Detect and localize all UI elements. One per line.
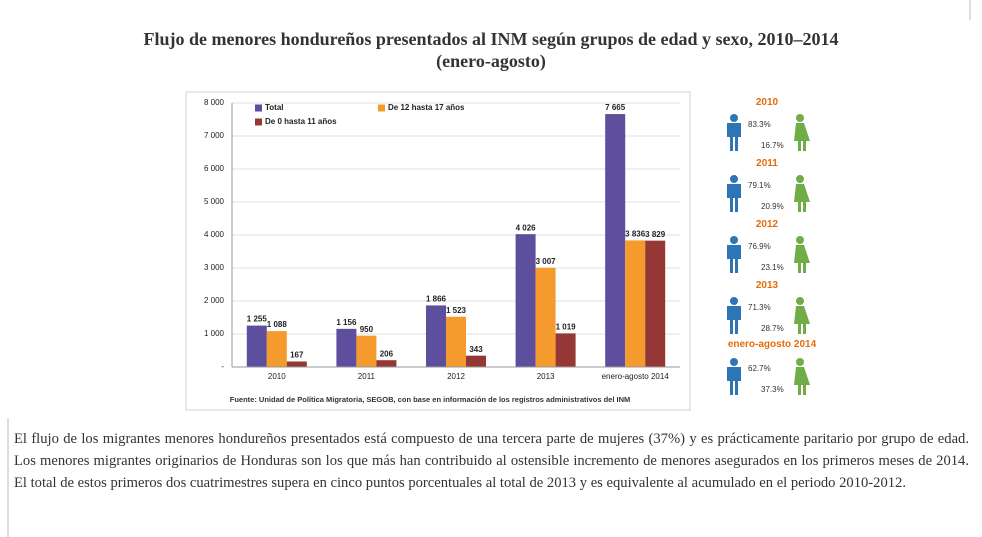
year-label: 2011 bbox=[756, 158, 778, 169]
year-label: 2010 bbox=[755, 97, 779, 108]
legend-swatch bbox=[378, 104, 385, 112]
male-icon bbox=[730, 236, 738, 244]
female-pct: 37.3% bbox=[761, 385, 784, 394]
value-label: 950 bbox=[360, 325, 374, 334]
male-icon bbox=[730, 114, 738, 122]
female-icon bbox=[796, 358, 804, 366]
legend-swatch bbox=[255, 104, 262, 112]
male-pct: 83.3% bbox=[748, 120, 771, 129]
bar bbox=[286, 361, 307, 367]
female-icon bbox=[796, 175, 804, 183]
bar bbox=[446, 316, 466, 367]
y-tick-label: 6 000 bbox=[204, 164, 225, 173]
value-label: 343 bbox=[469, 345, 483, 354]
bar bbox=[625, 240, 646, 367]
year-label: enero-agosto 2014 bbox=[727, 339, 817, 350]
female-icon bbox=[794, 184, 810, 212]
female-icon bbox=[796, 114, 804, 122]
bar bbox=[336, 328, 357, 367]
chart-title: Flujo de menores hondureños presentados … bbox=[143, 29, 839, 71]
x-tick-label: 2010 bbox=[268, 372, 286, 381]
y-tick-label: 3 000 bbox=[204, 263, 225, 272]
value-label: 7 665 bbox=[605, 103, 626, 112]
value-label: 3 836 bbox=[625, 230, 646, 239]
male-pct: 62.7% bbox=[748, 364, 771, 373]
legend-label: De 0 hasta 11 años bbox=[265, 117, 337, 126]
source: Fuente: Unidad de Política Migratoria, S… bbox=[230, 395, 631, 404]
value-label: 1 523 bbox=[446, 306, 467, 315]
value-label: 3 007 bbox=[536, 257, 557, 266]
bar bbox=[515, 234, 536, 367]
value-label: 206 bbox=[380, 349, 394, 358]
value-label: 167 bbox=[290, 351, 304, 360]
y-tick-label: 7 000 bbox=[204, 131, 225, 140]
bar bbox=[356, 335, 377, 367]
female-icon bbox=[794, 306, 810, 334]
female-pct: 16.7% bbox=[761, 141, 784, 150]
female-icon bbox=[794, 245, 810, 273]
legend-swatch bbox=[255, 118, 262, 126]
bar bbox=[555, 333, 576, 367]
bar bbox=[605, 114, 626, 368]
value-label: 1 866 bbox=[426, 295, 447, 304]
bar bbox=[645, 240, 666, 367]
paragraph: El flujo de los migrantes menores hondur… bbox=[14, 431, 969, 491]
legend-label: De 12 hasta 17 años bbox=[388, 103, 465, 112]
female-pct: 20.9% bbox=[761, 202, 784, 211]
y-tick-label: 5 000 bbox=[204, 197, 225, 206]
male-pct: 79.1% bbox=[748, 181, 771, 190]
bar bbox=[266, 331, 287, 367]
y-tick-label: 1 000 bbox=[204, 329, 225, 338]
bar bbox=[535, 267, 556, 367]
male-icon bbox=[727, 184, 741, 212]
male-pct: 71.3% bbox=[748, 303, 771, 312]
value-label: 1 019 bbox=[556, 322, 577, 331]
x-tick-label: 2013 bbox=[537, 372, 555, 381]
male-icon bbox=[727, 245, 741, 273]
y-tick-label: 4 000 bbox=[204, 230, 225, 239]
value-label: 3 829 bbox=[645, 230, 666, 239]
year-label: 2013 bbox=[755, 280, 779, 291]
male-pct: 76.9% bbox=[748, 242, 771, 251]
bar bbox=[426, 305, 446, 367]
male-icon bbox=[727, 367, 741, 395]
value-label: 1 156 bbox=[336, 318, 357, 327]
female-icon bbox=[794, 123, 810, 151]
x-tick-label: 2011 bbox=[358, 372, 376, 381]
bar bbox=[376, 360, 397, 367]
female-pct: 28.7% bbox=[761, 324, 784, 333]
value-label: 1 255 bbox=[247, 315, 268, 324]
female-icon bbox=[796, 297, 804, 305]
value-label: 1 088 bbox=[267, 320, 288, 329]
male-icon bbox=[730, 297, 738, 305]
bar bbox=[246, 325, 267, 367]
y-tick-label: 8 000 bbox=[204, 98, 225, 107]
y-tick-label: - bbox=[221, 362, 224, 371]
male-icon bbox=[727, 123, 741, 151]
female-icon bbox=[796, 236, 804, 244]
bar bbox=[466, 355, 486, 367]
x-tick-label: 2012 bbox=[447, 372, 465, 381]
male-icon bbox=[730, 175, 738, 183]
year-label: 2012 bbox=[755, 219, 779, 230]
legend-label: Total bbox=[265, 103, 284, 112]
value-label: 4 026 bbox=[516, 223, 537, 232]
female-icon bbox=[794, 367, 810, 395]
male-icon bbox=[730, 358, 738, 366]
male-icon bbox=[727, 306, 741, 334]
x-tick-label: enero-agosto 2014 bbox=[602, 372, 670, 381]
y-tick-label: 2 000 bbox=[204, 296, 225, 305]
female-pct: 23.1% bbox=[761, 263, 784, 272]
chart-frame bbox=[185, 91, 691, 411]
